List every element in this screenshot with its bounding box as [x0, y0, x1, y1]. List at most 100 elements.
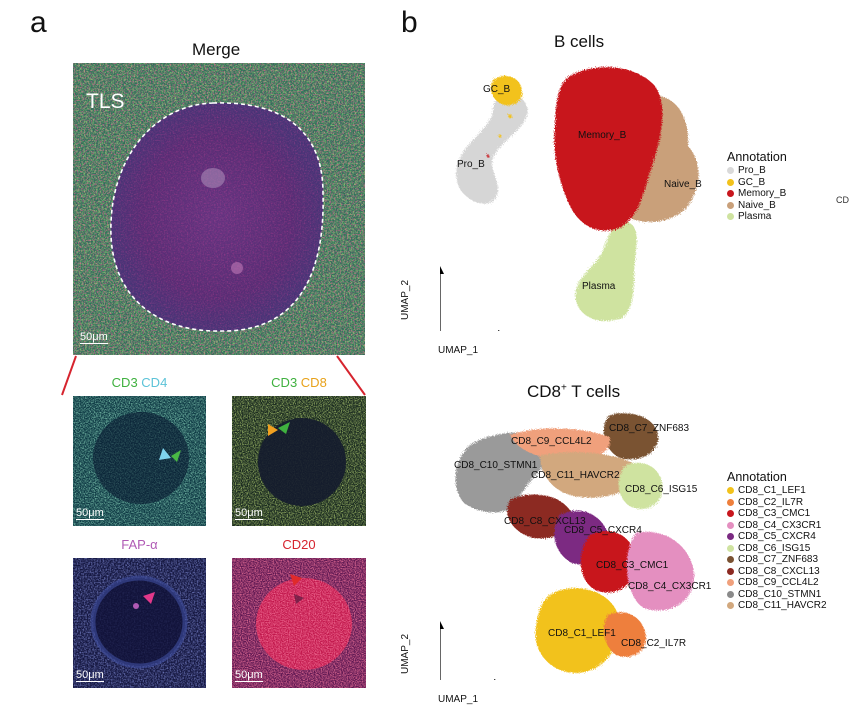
cd8-legend-item: CD8_C7_ZNF683 — [727, 554, 827, 566]
merge-title: Merge — [192, 40, 241, 59]
fap-scale-bar: 50μm — [76, 669, 104, 682]
bcells-memory-cluster — [554, 67, 663, 231]
bcells-legend-label: Pro_B — [738, 165, 766, 177]
bcells-legend: Annotation Pro_B GC_B Memory_B Naive_B Plasm… — [727, 150, 787, 223]
bcells-pro-cluster — [456, 76, 528, 204]
cd8-legend-dot — [727, 590, 734, 598]
cd8-label-c11: CD8_C11_HAVCR2 — [531, 470, 620, 481]
cd3-cd4-title-part1: CD3 — [111, 375, 142, 390]
cd8-label-c5: CD8_C5_CXCR4 — [564, 525, 642, 536]
bcells-legend-label: GC_B — [738, 176, 766, 188]
bcells-plasma-cluster — [575, 222, 637, 322]
cd8-legend-label: CD8_C8_CXCL13 — [738, 565, 820, 577]
cd8-c7-cluster — [603, 413, 659, 460]
edge-text-top: CD — [836, 195, 849, 205]
cd8-c3-cluster — [580, 531, 636, 593]
cd8-c4-cluster — [626, 531, 695, 611]
cd8-label-c1: CD8_C1_LEF1 — [548, 628, 616, 639]
cd8-legend: Annotation CD8_C1_LEF1 CD8_C2_IL7R CD8_C3_… — [727, 470, 827, 612]
cd8-legend-label: CD8_C9_CCL4L2 — [738, 577, 819, 589]
cd8-legend-label: CD8_C1_LEF1 — [738, 485, 806, 497]
cd8-legend-item: CD8_C1_LEF1 — [727, 485, 827, 497]
fap-image: 50μm — [73, 558, 206, 688]
cd8-title-sup: + — [561, 382, 567, 394]
cd8-legend-dot — [727, 602, 734, 610]
bcells-legend-label: Plasma — [738, 211, 772, 223]
cd3-cd8-image: 50μm — [232, 396, 366, 526]
cd3-cd4-title-part2: CD4 — [141, 375, 168, 390]
bcells-legend-item: Naive_B — [727, 200, 787, 212]
cd8-xlabel: UMAP_1 — [438, 694, 479, 705]
cd8-legend-label: CD8_C5_CXCR4 — [738, 531, 816, 543]
cd3-cd8-title-part1: CD3 — [271, 375, 301, 390]
merge-image: TLS 50μm — [73, 63, 365, 355]
cd8-label-c6: CD8_C6_ISG15 — [625, 484, 698, 495]
cd8-title-main: CD8 — [527, 382, 562, 401]
cd8-label-c3: CD8_C3_CMC1 — [596, 560, 669, 571]
fap-title: FAP-α — [73, 537, 206, 552]
cd8-label-c8: CD8_C8_CXCL13 — [504, 516, 586, 527]
cd8-legend-dot — [727, 567, 734, 575]
cd8-label-c4: CD8_C4_CX3CR1 — [628, 581, 712, 592]
cd8-label-c7: CD8_C7_ZNF683 — [609, 423, 690, 434]
cd8-title: CD8+ T cells — [527, 382, 620, 402]
cd8-legend-label: CD8_C4_CX3CR1 — [738, 519, 822, 531]
cd20-title-text: CD20 — [282, 537, 316, 552]
zoom-lines — [61, 355, 366, 396]
cd3-cd4-image: 50μm — [73, 396, 206, 526]
bcells-legend-title: Annotation — [727, 150, 787, 164]
bcells-label-naiveb: Naive_B — [664, 179, 702, 190]
cd8-legend-dot — [727, 487, 734, 495]
bcells-umap: GC_B Pro_B Memory_B Naive_B Plasma — [436, 56, 730, 338]
cd8-legend-dot — [727, 544, 734, 552]
cd8-c6-cluster — [618, 462, 663, 509]
bcells-legend-dot — [727, 178, 734, 186]
cd8-legend-title: Annotation — [727, 470, 787, 484]
bcells-legend-item: GC_B — [727, 177, 787, 189]
bcells-label-prob: Pro_B — [457, 159, 485, 170]
bcells-legend-item: Plasma — [727, 211, 787, 223]
cd20-title: CD20 — [232, 537, 366, 552]
bcells-axes — [436, 266, 506, 338]
bcells-ylabel: UMAP_2 — [400, 279, 411, 320]
cd8-legend-dot — [727, 521, 734, 529]
cd8-legend-label: CD8_C11_HAVCR2 — [738, 600, 827, 612]
cd8-c1-cluster — [535, 588, 620, 673]
fap-title-text: FAP-α — [121, 537, 158, 552]
bcells-legend-item: Pro_B — [727, 165, 787, 177]
bcells-xlabel: UMAP_1 — [438, 345, 479, 356]
cd8-legend-label: CD8_C10_STMN1 — [738, 588, 822, 600]
cd8-c2-cluster — [603, 612, 646, 657]
cd8-legend-label: CD8_C2_IL7R — [738, 496, 804, 508]
bcells-legend-label: Naive_B — [738, 199, 776, 211]
cd8-label-c10: CD8_C10_STMN1 — [454, 460, 538, 471]
cd20-scale-bar: 50μm — [235, 669, 263, 682]
bcells-legend-dot — [727, 190, 734, 198]
cd8-legend-item: CD8_C10_STMN1 — [727, 589, 827, 601]
cd8-legend-item: CD8_C6_ISG15 — [727, 543, 827, 555]
cd8-ylabel: UMAP_2 — [400, 633, 411, 674]
cd8-legend-item: CD8_C2_IL7R — [727, 497, 827, 509]
cd8-label-c2: CD8_C2_IL7R — [621, 638, 687, 649]
bcells-legend-dot — [727, 201, 734, 209]
bcells-legend-dot — [727, 213, 734, 221]
bcells-legend-label: Memory_B — [738, 188, 787, 200]
cd8-legend-item: CD8_C3_CMC1 — [727, 508, 827, 520]
cd8-axes — [436, 621, 502, 687]
bcells-legend-item: Memory_B — [727, 188, 787, 200]
cd3-cd8-title-part2: CD8 — [300, 375, 327, 390]
panel-b-letter: b — [401, 6, 418, 39]
cd8-legend-label: CD8_C3_CMC1 — [738, 508, 811, 520]
bcells-legend-dot — [727, 167, 734, 175]
cd20-image: 50μm — [232, 558, 366, 688]
cd8-legend-item: CD8_C4_CX3CR1 — [727, 520, 827, 532]
cd8-legend-dot — [727, 556, 734, 564]
cd8-title-rest: T cells — [566, 382, 621, 401]
tls-label: TLS — [86, 90, 125, 113]
bcells-label-gcb: GC_B — [483, 84, 511, 95]
merge-scale-bar: 50μm — [80, 331, 108, 344]
bcells-label-plasma: Plasma — [582, 281, 616, 292]
cd3-cd4-scale-bar: 50μm — [76, 507, 104, 520]
cd8-legend-label: CD8_C6_ISG15 — [738, 542, 811, 554]
cd3-cd8-title: CD3 CD8 — [232, 375, 366, 390]
